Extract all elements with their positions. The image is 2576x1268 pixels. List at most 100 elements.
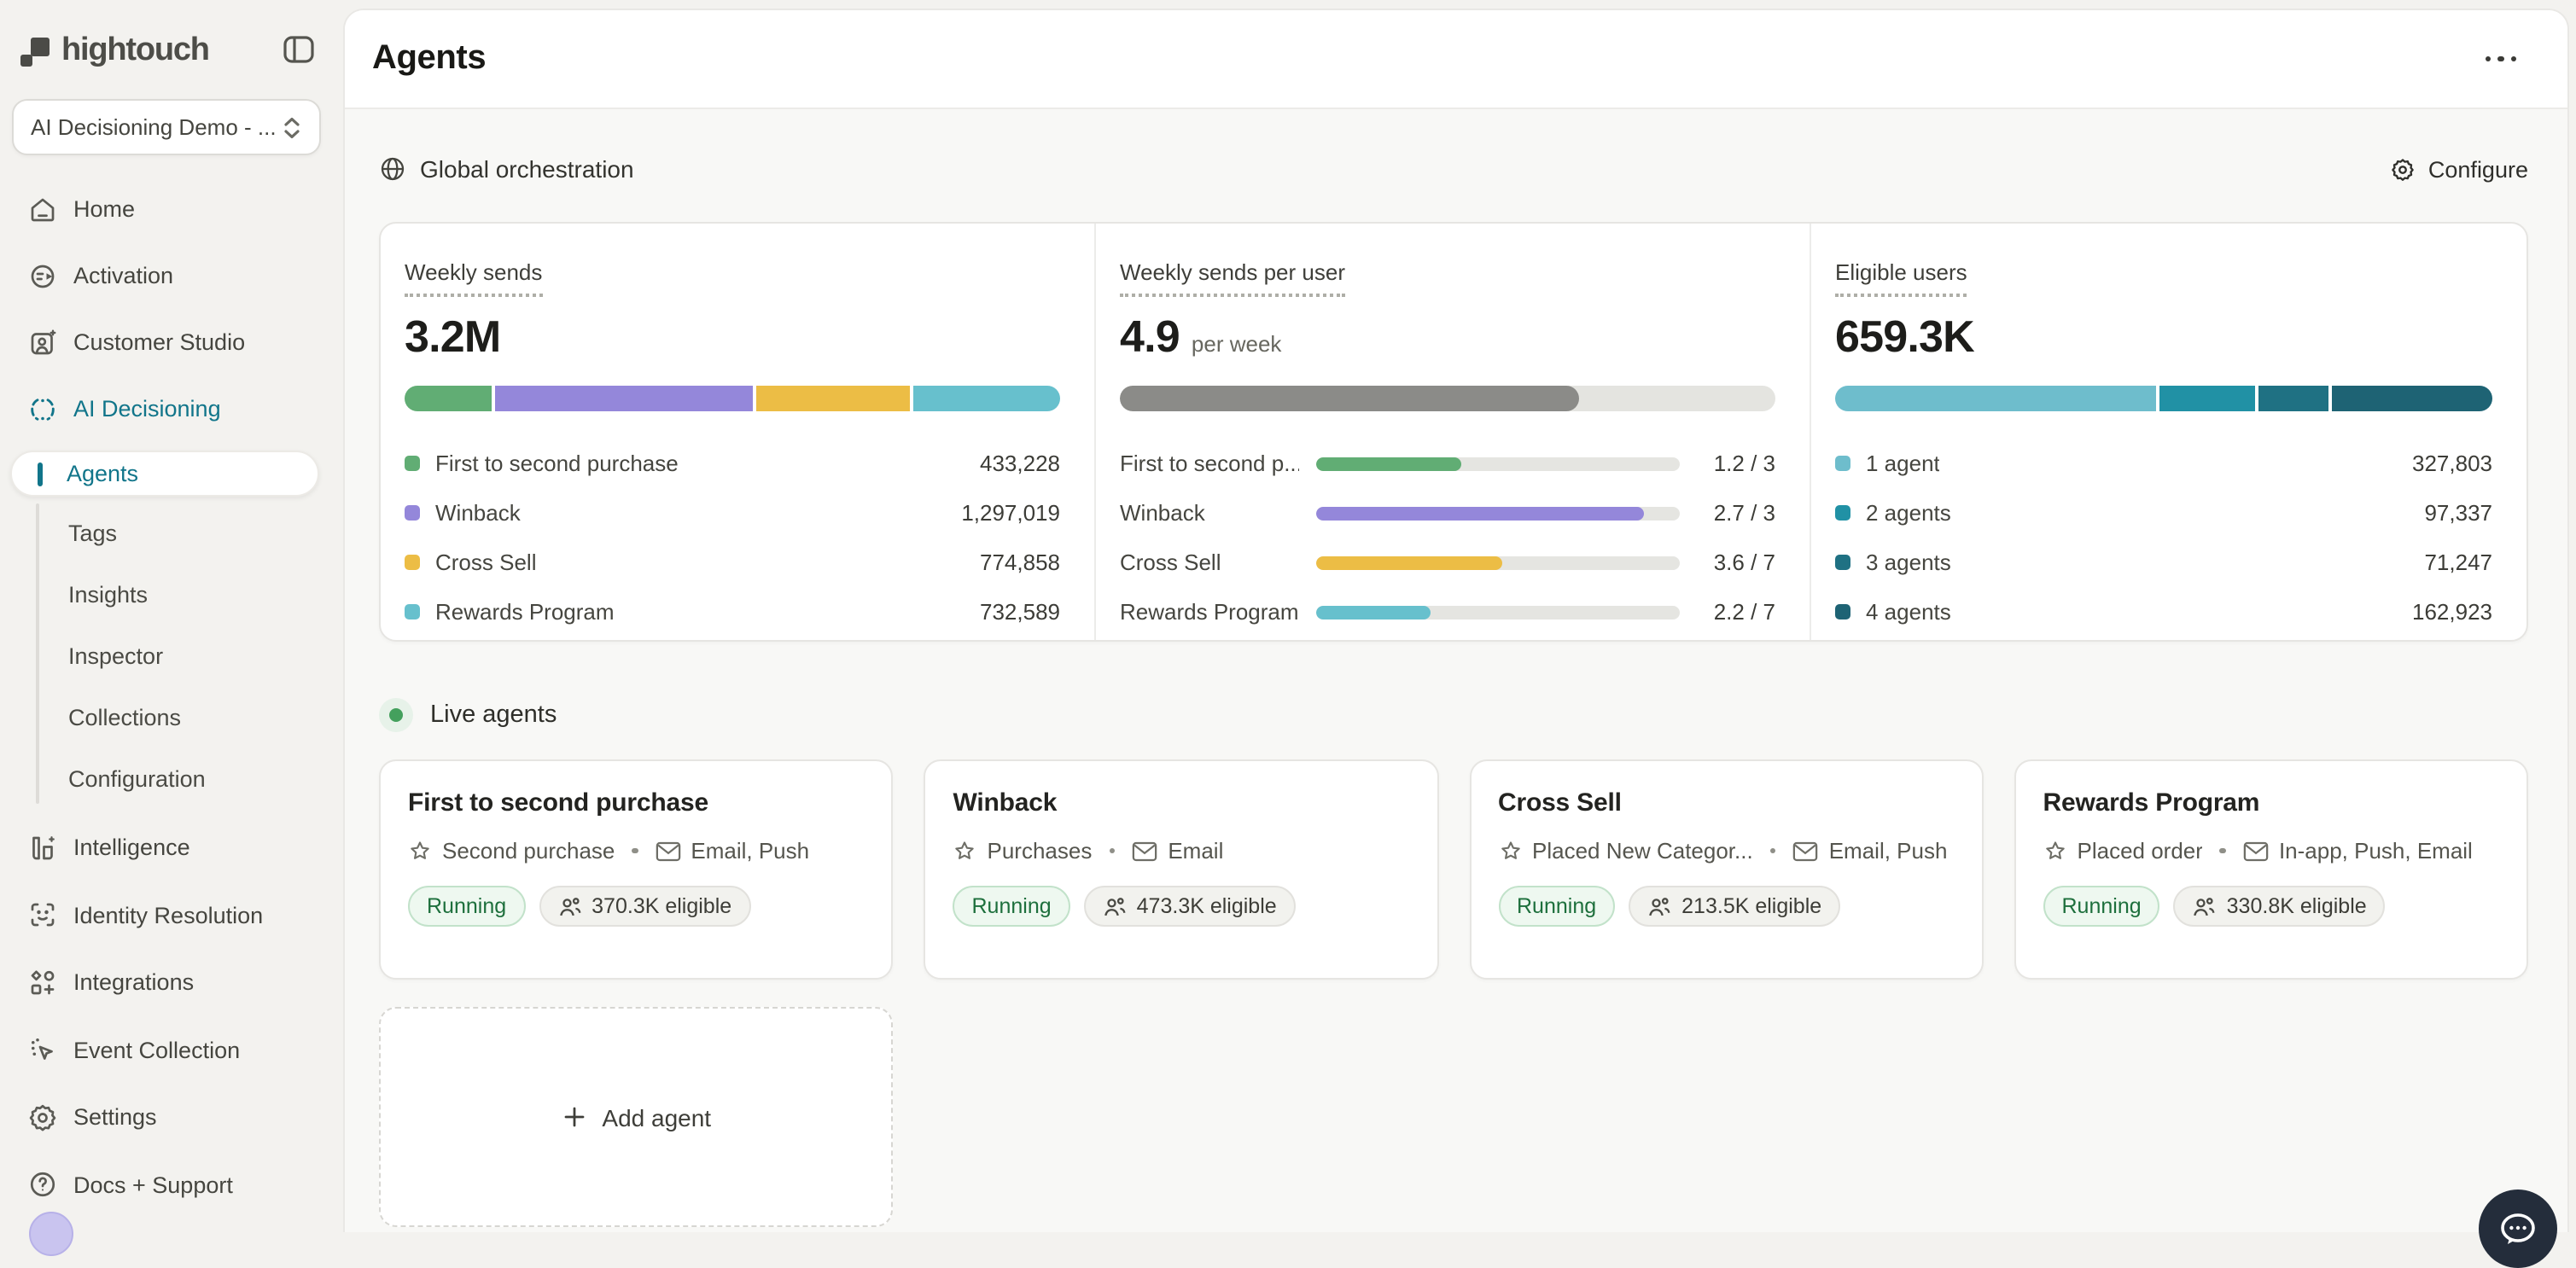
agent-meta: Placed order In-app, Push, Email — [2043, 838, 2500, 864]
agents-grid: First to second purchase Second purchase… — [379, 759, 2528, 1227]
sidebar-item-activation[interactable]: Activation — [0, 242, 343, 309]
global-orchestration-stats-card: Weekly sends 3.2M First to second purcha… — [379, 222, 2528, 642]
sidebar-nav-ai-children: Tags Insights Inspector Collections Conf… — [0, 502, 343, 809]
agent-card-first-to-second-purchase[interactable]: First to second purchase Second purchase… — [379, 759, 894, 980]
eligible-users-legend: 1 agent 327,803 2 agents 97,337 3 agents 71… — [1835, 439, 2492, 637]
agent-badges: Running 370.3K eligible — [408, 886, 865, 927]
agent-name: First to second purchase — [408, 788, 708, 817]
envelope-icon — [1793, 840, 1819, 861]
legend-row: 4 agents 162,923 — [1835, 587, 2492, 637]
status-badge-running: Running — [1498, 886, 1616, 927]
legend-row: Winback 1,297,019 — [405, 488, 1060, 538]
sends-per-user-rows: First to second p... 1.2 / 3 Winback 2.7 /… — [1120, 439, 1775, 637]
sidebar-item-inspector[interactable]: Inspector — [68, 643, 164, 668]
stat-label: Weekly sends per user — [1120, 259, 1345, 297]
page-title: Agents — [372, 39, 487, 77]
add-agent-button[interactable]: Add agent — [379, 1007, 894, 1227]
agent-progress-row: Winback 2.7 / 3 — [1120, 500, 1775, 526]
separator-dot — [632, 847, 638, 854]
workspace-name: AI Decisioning Demo - ... — [31, 114, 277, 140]
stat-weekly-sends-per-user: Weekly sends per user 4.9 per week First… — [1096, 224, 1811, 640]
sidebar-item-event-collection[interactable]: Event Collection — [0, 1016, 343, 1084]
live-agents-title: Live agents — [430, 701, 557, 729]
agent-progress-row: Rewards Program 2.2 / 7 — [1120, 599, 1775, 625]
legend-row: Cross Sell 774,858 — [405, 538, 1060, 587]
help-circle-icon — [27, 1170, 58, 1201]
users-icon — [1103, 895, 1127, 917]
status-badge-running: Running — [2043, 886, 2160, 927]
user-avatar[interactable] — [29, 1212, 73, 1256]
legend-row: First to second purchase 433,228 — [405, 439, 1060, 488]
logo-wordmark: hightouch — [61, 32, 210, 68]
page-menu-ellipsis-icon[interactable] — [2485, 10, 2516, 108]
stat-eligible-users: Eligible users 659.3K 1 agent 327,803 2 a… — [1811, 224, 2526, 640]
agent-progress-row: First to second p... 1.2 / 3 — [1120, 451, 1775, 476]
sidebar-item-identity-resolution[interactable]: Identity Resolution — [0, 881, 343, 949]
collapse-sidebar-icon[interactable] — [282, 32, 316, 67]
sidebar-item-intelligence[interactable]: Intelligence — [0, 814, 343, 881]
sidebar-item-insights[interactable]: Insights — [68, 581, 149, 607]
event-collection-icon — [27, 1035, 58, 1066]
sidebar-item-docs-support[interactable]: Docs + Support — [0, 1151, 343, 1219]
eligible-users-stacked-bar — [1835, 386, 2492, 411]
sidebar-item-collections[interactable]: Collections — [68, 704, 182, 730]
envelope-icon — [655, 840, 680, 861]
envelope-icon — [2243, 840, 2269, 861]
legend-row: 2 agents 97,337 — [1835, 488, 2492, 538]
sidebar-item-tags[interactable]: Tags — [68, 520, 118, 545]
stat-value: 4.9 — [1120, 311, 1180, 362]
stat-weekly-sends: Weekly sends 3.2M First to second purcha… — [381, 224, 1096, 640]
status-badge-running: Running — [953, 886, 1070, 927]
sidebar-nav-bottom: Intelligence Identity Resolution Integra… — [0, 814, 343, 1219]
sidebar-nav-top: Home Activation Customer Studio AI Decis… — [0, 176, 343, 442]
legend-row: 1 agent 327,803 — [1835, 439, 2492, 488]
agent-meta: Second purchase Email, Push — [408, 838, 865, 864]
sidebar-item-settings[interactable]: Settings — [0, 1084, 343, 1151]
eligible-badge: 330.8K eligible — [2173, 886, 2386, 927]
chat-bubble-icon — [2496, 1207, 2540, 1251]
sidebar-item-customer-studio[interactable]: Customer Studio — [0, 309, 343, 375]
sidebar-item-home[interactable]: Home — [0, 176, 343, 242]
eligible-badge: 370.3K eligible — [539, 886, 751, 927]
star-icon — [953, 839, 977, 863]
stat-value: 3.2M — [405, 311, 501, 362]
customer-studio-icon — [27, 327, 58, 358]
sidebar-item-integrations[interactable]: Integrations — [0, 949, 343, 1016]
ai-decisioning-icon — [27, 393, 58, 424]
agent-badges: Running 473.3K eligible — [953, 886, 1410, 927]
sidebar-item-agents-active[interactable]: Agents — [10, 451, 319, 497]
intelligence-icon — [27, 833, 58, 864]
sends-per-user-progress-bar — [1120, 386, 1775, 411]
eligible-badge: 213.5K eligible — [1629, 886, 1841, 927]
agent-meta: Placed New Categor... Email, Push — [1498, 838, 1955, 864]
active-accent-bar — [38, 462, 43, 486]
workspace-selector[interactable]: AI Decisioning Demo - ... — [12, 99, 321, 155]
separator-dot — [1769, 847, 1776, 854]
chat-support-button[interactable] — [2479, 1189, 2557, 1268]
agent-name: Cross Sell — [1498, 788, 1622, 817]
sidebar: hightouch AI Decisioning Demo - ... Home… — [0, 0, 343, 1256]
users-icon — [557, 895, 581, 917]
configure-button[interactable]: Configure — [2391, 156, 2528, 182]
separator-dot — [1109, 847, 1116, 854]
envelope-icon — [1132, 840, 1157, 861]
stat-label: Weekly sends — [405, 259, 543, 297]
plus-icon — [561, 1104, 586, 1130]
gear-icon — [27, 1102, 58, 1133]
agent-progress-row: Cross Sell 3.6 / 7 — [1120, 550, 1775, 575]
legend-row: Rewards Program 732,589 — [405, 587, 1060, 637]
sidebar-item-configuration[interactable]: Configuration — [68, 765, 206, 791]
star-icon — [408, 839, 432, 863]
agent-card-cross-sell[interactable]: Cross Sell Placed New Categor... Email, … — [1469, 759, 1984, 980]
stat-label: Eligible users — [1835, 259, 1967, 297]
global-orchestration-header: Global orchestration Configure — [379, 152, 2528, 186]
weekly-sends-legend: First to second purchase 433,228 Winback 1… — [405, 439, 1060, 637]
agent-card-rewards-program[interactable]: Rewards Program Placed order In-app, Pus… — [2014, 759, 2528, 980]
agent-card-winback[interactable]: Winback Purchases Email Running 473.3K e… — [924, 759, 1438, 980]
activation-icon — [27, 260, 58, 291]
sidebar-item-ai-decisioning[interactable]: AI Decisioning — [0, 375, 343, 442]
agent-badges: Running 213.5K eligible — [1498, 886, 1955, 927]
chevron-up-down-icon — [282, 115, 302, 139]
home-icon — [27, 194, 58, 224]
eligible-badge: 473.3K eligible — [1083, 886, 1296, 927]
